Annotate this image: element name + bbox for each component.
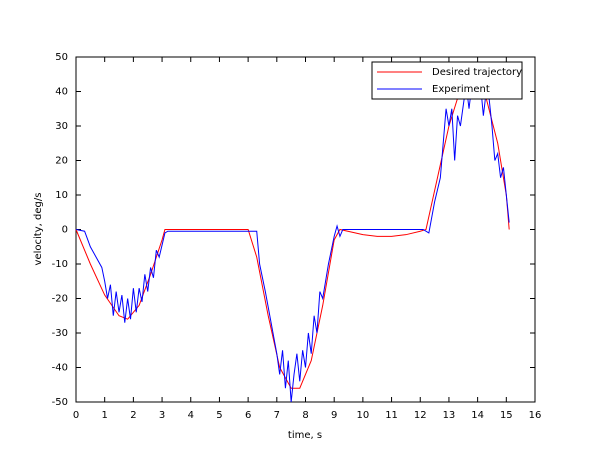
y-tick-label: 30	[55, 121, 68, 132]
y-tick-label: -20	[52, 294, 68, 305]
x-tick-label: 2	[130, 410, 136, 421]
x-tick-label: 15	[500, 410, 513, 421]
y-tick-label: 0	[62, 225, 68, 236]
x-tick-label: 10	[357, 410, 370, 421]
y-tick-label: 40	[55, 87, 68, 98]
x-tick-label: 12	[414, 410, 427, 421]
y-tick-label: -10	[52, 259, 68, 270]
x-tick-label: 7	[274, 410, 280, 421]
x-tick-label: 4	[188, 410, 194, 421]
x-tick-label: 6	[245, 410, 251, 421]
y-tick-label: 10	[55, 190, 68, 201]
y-tick-label: -30	[52, 328, 68, 339]
x-tick-label: 13	[443, 410, 456, 421]
x-tick-label: 5	[216, 410, 222, 421]
x-axis-label: time, s	[288, 430, 322, 441]
x-tick-label: 9	[331, 410, 337, 421]
legend-label: Experiment	[432, 84, 490, 95]
x-tick-label: 3	[159, 410, 165, 421]
x-tick-label: 16	[529, 410, 542, 421]
legend-label: Desired trajectory	[432, 67, 522, 78]
x-tick-label: 11	[385, 410, 398, 421]
data-line	[75, 83, 510, 403]
y-tick-label: -40	[52, 363, 68, 374]
x-tick-label: 1	[102, 410, 108, 421]
y-tick-label: 20	[55, 156, 68, 167]
x-tick-label: 14	[471, 410, 484, 421]
y-tick-label: -50	[52, 397, 68, 408]
plot-frame	[75, 56, 536, 403]
y-axis-label: velocity, deg/s	[33, 193, 44, 266]
y-tick-label: 50	[55, 52, 68, 63]
x-tick-label: 0	[73, 410, 79, 421]
legend-box	[371, 61, 523, 100]
x-tick-label: 8	[302, 410, 308, 421]
